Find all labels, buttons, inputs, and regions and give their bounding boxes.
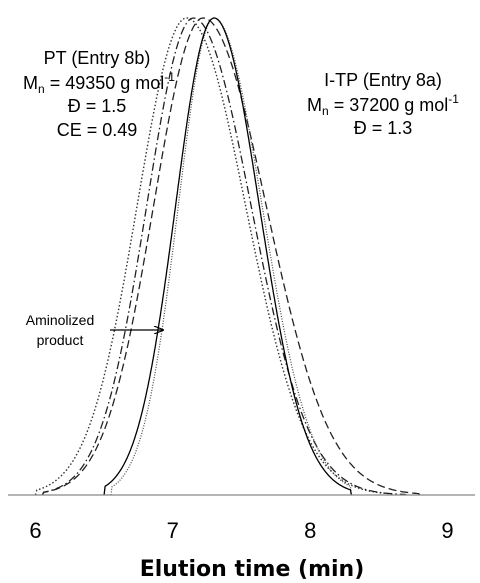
series-line-dash-dot (41, 17, 407, 496)
x-tick-label: 9 (441, 518, 453, 543)
pt-ce: CE = 0.49 (57, 120, 138, 140)
itp-mn-prefix: M (307, 95, 322, 115)
annotation-itp: I-TP (Entry 8a) Mn = 37200 g mol-1 Đ = 1… (307, 70, 459, 138)
x-axis-title: Elution time (min) (140, 557, 365, 582)
pt-mn-value: = 49350 g mol (45, 73, 165, 93)
pt-mn-label: Mn = 49350 g mol-1 (23, 70, 175, 96)
aminolized-line1: Aminolized (26, 312, 94, 328)
pt-mn-sup: -1 (164, 70, 175, 84)
itp-mn-sub: n (322, 104, 329, 118)
x-tick-label: 6 (29, 518, 41, 543)
aminolized-line2: product (37, 332, 84, 348)
itp-mn-label: Mn = 37200 g mol-1 (307, 92, 459, 118)
x-tick-label: 8 (304, 518, 316, 543)
series-line-dashed (41, 17, 421, 496)
itp-mn-sup: -1 (448, 92, 459, 106)
series-line-solid (103, 17, 353, 496)
pt-mn-sub: n (38, 82, 45, 96)
annotation-pt: PT (Entry 8b) Mn = 49350 g mol-1 Đ = 1.5… (23, 48, 175, 140)
itp-entry-label: I-TP (Entry 8a) (324, 70, 442, 90)
x-tick-label: 7 (167, 518, 179, 543)
pt-dispersity: Đ = 1.5 (68, 96, 127, 116)
annotation-aminolized: Aminolized product (26, 312, 163, 348)
itp-dispersity: Đ = 1.3 (354, 118, 413, 138)
series-group (34, 17, 421, 496)
x-tick-labels: 6 7 8 9 (29, 518, 453, 543)
pt-mn-prefix: M (23, 73, 38, 93)
itp-mn-value: = 37200 g mol (329, 95, 449, 115)
pt-entry-label: PT (Entry 8b) (44, 48, 151, 68)
